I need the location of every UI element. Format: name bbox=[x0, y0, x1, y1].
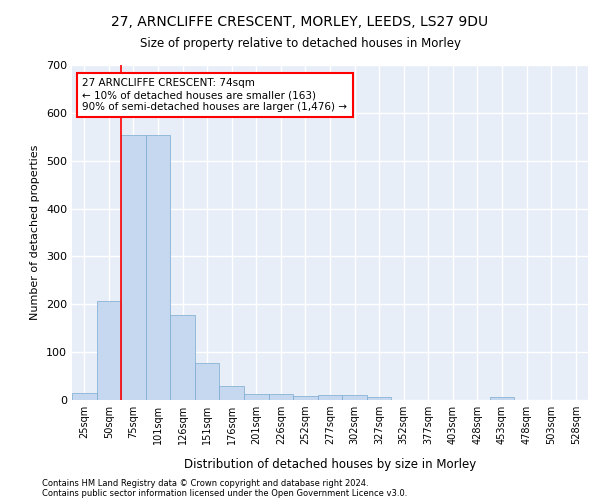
Bar bbox=[72, 394, 97, 400]
Bar bbox=[342, 395, 367, 400]
Bar bbox=[195, 362, 220, 400]
Bar bbox=[367, 397, 391, 400]
Text: Size of property relative to detached houses in Morley: Size of property relative to detached ho… bbox=[139, 38, 461, 51]
Bar bbox=[220, 386, 244, 400]
Bar bbox=[318, 395, 342, 400]
Bar bbox=[170, 315, 195, 400]
Bar bbox=[97, 301, 121, 400]
Text: 27 ARNCLIFFE CRESCENT: 74sqm
← 10% of detached houses are smaller (163)
90% of s: 27 ARNCLIFFE CRESCENT: 74sqm ← 10% of de… bbox=[82, 78, 347, 112]
Text: Contains HM Land Registry data © Crown copyright and database right 2024.: Contains HM Land Registry data © Crown c… bbox=[42, 478, 368, 488]
Bar bbox=[244, 394, 269, 400]
Bar bbox=[293, 396, 318, 400]
Bar bbox=[146, 136, 170, 400]
Bar bbox=[269, 394, 293, 400]
Text: Contains public sector information licensed under the Open Government Licence v3: Contains public sector information licen… bbox=[42, 488, 407, 498]
Bar bbox=[121, 136, 146, 400]
Y-axis label: Number of detached properties: Number of detached properties bbox=[31, 145, 40, 320]
X-axis label: Distribution of detached houses by size in Morley: Distribution of detached houses by size … bbox=[184, 458, 476, 471]
Bar bbox=[490, 397, 514, 400]
Text: 27, ARNCLIFFE CRESCENT, MORLEY, LEEDS, LS27 9DU: 27, ARNCLIFFE CRESCENT, MORLEY, LEEDS, L… bbox=[112, 15, 488, 29]
